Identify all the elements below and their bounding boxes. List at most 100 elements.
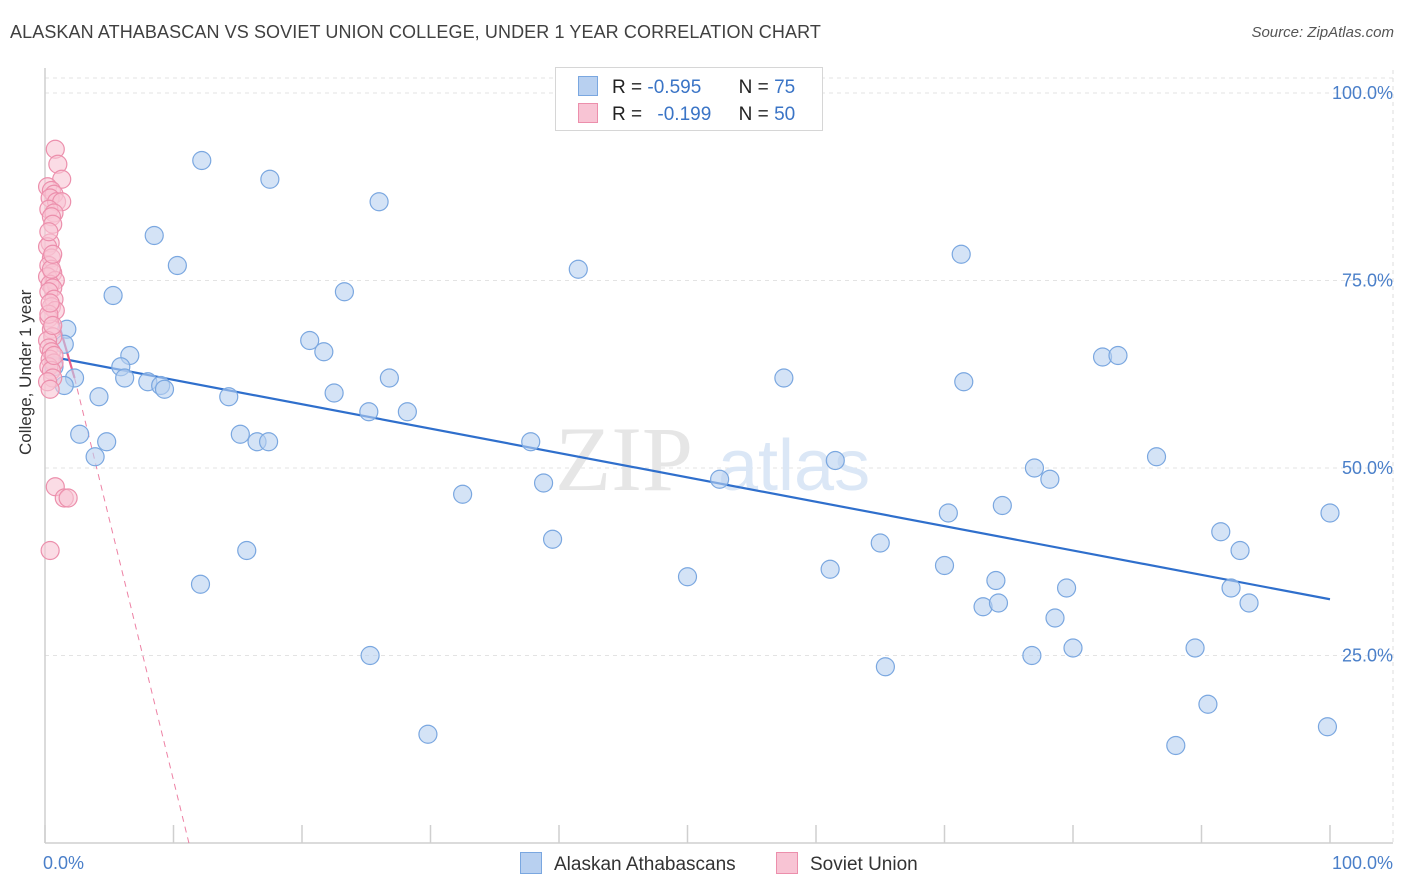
data-point [1063,638,1083,658]
data-point [820,559,840,579]
data-point [154,379,175,399]
data-point [710,469,730,489]
data-point [43,244,63,264]
legend-r-label: R = [612,77,643,98]
data-point [1230,540,1250,561]
data-point [568,259,588,279]
data-point [954,372,974,392]
data-point [359,402,379,422]
x-tick-label: 0.0% [43,853,84,873]
data-point [1221,578,1241,598]
data-point [237,540,257,561]
data-point [44,345,64,366]
data-point [521,432,541,452]
data-point [324,383,344,403]
data-point [1108,345,1128,366]
data-point [40,293,60,313]
watermark-zip: ZIP [555,408,693,510]
data-point [825,450,845,471]
gridlines [45,70,1394,843]
data-point [334,282,355,302]
y-tick-label: 100.0% [1332,83,1393,103]
data-point [230,424,250,444]
correlation-legend: R = -0.595 N = 75 R = -0.199 N = 50 [555,67,823,131]
trend-line-athabascans [44,354,1331,601]
data-point [986,570,1006,591]
bottom-legend-label: Soviet Union [810,854,918,875]
trend-extension-soviet-union [74,377,190,844]
legend-swatch-soviet [578,103,598,123]
data-point [167,255,187,276]
data-points [37,139,1340,756]
data-point [870,533,890,553]
y-tick-label: 25.0% [1342,646,1393,666]
legend-row-athabascans: R = -0.595 N = 75 [578,76,795,99]
data-point [379,368,399,388]
data-point [144,225,164,246]
legend-row-soviet: R = -0.199 N = 50 [578,103,795,126]
data-point [1022,645,1042,666]
data-point [369,192,389,212]
trend-lines [43,276,1331,844]
data-point [542,529,563,549]
series-athabascans [44,150,1340,756]
data-point [97,432,117,452]
legend-n-label: N = [738,77,769,98]
data-point [1239,593,1259,613]
data-point [1320,503,1340,523]
data-point [677,567,698,587]
watermark-atlas: atlas [718,426,870,506]
data-point [190,574,211,594]
chart-title: ALASKAN ATHABASCAN VS SOVIET UNION COLLE… [10,22,821,42]
data-point [58,488,78,508]
data-point [314,342,334,362]
data-point [70,424,90,444]
data-point [40,540,60,561]
data-point [40,379,60,399]
data-point [875,657,895,677]
data-point [951,244,971,264]
data-point [533,473,554,493]
source-label: Source: ZipAtlas.com [1251,24,1394,41]
data-point [192,150,212,171]
data-point [85,447,105,467]
data-point [360,645,380,666]
data-point [39,222,59,242]
data-point [1211,522,1231,542]
series-soviet-union [37,139,78,561]
legend-r-value: -0.595 [647,77,702,98]
legend-n-value: 50 [774,104,796,125]
data-point [1185,638,1205,658]
data-point [43,315,63,336]
data-point [1317,717,1338,737]
data-point [219,387,239,407]
x-tick-label: 100.0% [1332,853,1393,873]
data-point [418,724,438,744]
data-point [1045,608,1065,628]
data-point [1146,447,1167,467]
data-point [1166,735,1186,756]
bottom-legend-swatch-athabascans [520,852,542,874]
tick-labels: 25.0% 50.0% 75.0% 100.0% 0.0% 100.0% [43,83,1393,873]
data-point [397,402,417,422]
data-point [774,368,794,388]
data-point [992,495,1012,516]
legend-n-value: 75 [774,77,796,98]
legend-swatch-athabascans [578,76,598,96]
bottom-legend-athabascans: Alaskan Athabascans [520,852,736,876]
y-tick-label: 75.0% [1342,271,1393,291]
data-point [988,593,1009,613]
data-point [103,285,123,306]
data-point [89,387,109,407]
data-point [1040,469,1060,489]
legend-r-value: -0.199 [657,104,712,125]
legend-n-label: N = [738,104,769,125]
data-point [1024,458,1045,478]
bottom-legend-label: Alaskan Athabascans [554,854,736,875]
data-point [1056,578,1077,598]
data-point [938,503,958,523]
y-axis-label: College, Under 1 year [16,289,35,455]
data-point [453,484,473,504]
data-point [1198,694,1218,714]
